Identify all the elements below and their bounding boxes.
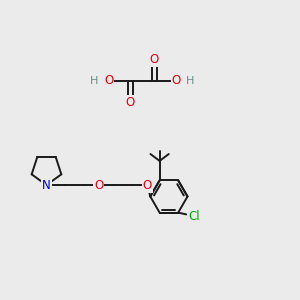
- Text: N: N: [42, 178, 51, 192]
- Text: O: O: [94, 178, 103, 192]
- Text: O: O: [104, 74, 113, 88]
- Text: O: O: [150, 53, 159, 66]
- Text: H: H: [90, 76, 99, 86]
- Text: H: H: [186, 76, 195, 86]
- Text: O: O: [126, 96, 135, 109]
- Text: O: O: [172, 74, 181, 88]
- Text: Cl: Cl: [188, 210, 200, 223]
- Text: O: O: [143, 178, 152, 192]
